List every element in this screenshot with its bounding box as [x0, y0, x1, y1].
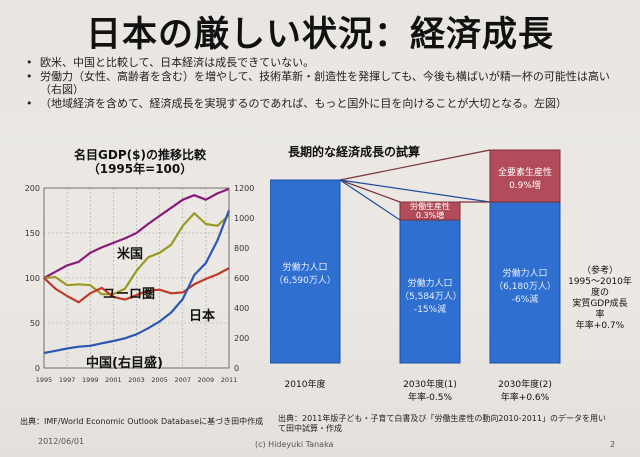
series-line-1 [43, 212, 230, 296]
bar-segment-sub: 0.9%増 [509, 181, 541, 191]
bar-label-2030-2-labor: 労働力人口 （6,180万人） -6%減 [490, 266, 560, 305]
series-label-euro: ユーロ圏 [103, 287, 156, 302]
line-axes: 0 50 100 150 200 0 200 400 600 800 1000 1200 1995 199… [25, 184, 255, 384]
x-tick-label: 2001 [105, 376, 122, 384]
line-grid [43, 187, 230, 369]
bullet-item: （地域経済を含めて、経済成長を実現するのであれば、もっと国外に目を向けることが大… [26, 97, 626, 110]
bar-2030-2-productivity [489, 149, 561, 203]
y-left-tick-label: 100 [25, 274, 40, 283]
page-number: 2 [610, 440, 616, 449]
bar-chart [270, 149, 561, 364]
bar-segment-extra: -15%減 [413, 305, 447, 315]
bar-segment-title: 労働力人口 [407, 279, 453, 289]
bar-category-label: 2010年度 [284, 380, 326, 390]
y-left-tick-label: 150 [25, 229, 40, 238]
connector-line [339, 149, 491, 181]
note-line: 年率+0.7% [575, 321, 625, 331]
bar-segment-sub: 0.3%増 [415, 211, 445, 220]
y-right-tick-label: 800 [234, 244, 249, 253]
bar-label-2010: 労働力人口 （6,590万人） [270, 260, 340, 286]
bar-segment-title: 全要素生産性 [497, 168, 552, 178]
x-tick-label: 1999 [82, 376, 99, 384]
left-chart-title-line: 名目GDP($)の推移比較 [74, 148, 206, 162]
y-left-tick-label: 0 [35, 364, 40, 373]
bar-label-2030-1-labor: 労働力人口 （5,584万人） -15%減 [400, 276, 462, 315]
line-chart: 0 50 100 150 200 0 200 400 600 800 1000 1200 1995 199… [25, 184, 255, 384]
bullet-list: 欧米、中国と比較して、日本経済は成長できていない。 労働力（女性、高齢者を含む）… [26, 56, 626, 111]
note-line: （参考） [581, 266, 618, 276]
connector-line [339, 179, 401, 203]
y-right-tick-label: 200 [234, 334, 249, 343]
bar-segment-title: 労働力人口 [502, 269, 548, 279]
series-line-0 [43, 187, 230, 279]
bar-label-2030-2-productivity: 全要素生産性 0.9%増 [490, 165, 560, 191]
bar-category-2010: 2010年度 [270, 377, 340, 390]
slide-author: (c) Hideyuki Tanaka [255, 440, 334, 449]
bar-chart-body [270, 149, 561, 364]
x-tick-label: 2003 [128, 376, 145, 384]
bar-2030-1-labor [399, 219, 461, 364]
connector-line [339, 179, 491, 203]
bar-segment-sub: （6,590万人） [274, 276, 336, 286]
source-left: 出典：IMF/World Economic Outlook Databaseに基… [20, 417, 264, 426]
y-left-tick-label: 50 [30, 319, 40, 328]
bar-2030-2-labor [489, 201, 561, 364]
slide-date: 2012/06/01 [38, 437, 85, 446]
bar-category-2030-2: 2030年度(2) 年率+0.6% [490, 377, 560, 403]
x-tick-label: 1995 [36, 376, 53, 384]
bar-segment-sub: （5,584万人） [400, 292, 462, 302]
bar-category-label: 2030年度(1) [403, 380, 457, 390]
x-tick-label: 2005 [151, 376, 168, 384]
connector-line [339, 179, 401, 221]
bar-category-label: 2030年度(2) [498, 380, 552, 390]
bar-label-2030-1-productivity: 労働生産性 0.3%増 [400, 202, 460, 220]
left-chart-subtitle: （1995年=100） [87, 162, 193, 176]
series-label-usa: 米国 [117, 247, 144, 262]
reference-note: （参考） 1995～2010年 度の 実質GDP成長 率 年率+0.7% [560, 266, 640, 332]
bar-2030-1-productivity [399, 201, 461, 221]
bullet-item: 欧米、中国と比較して、日本経済は成長できていない。 [26, 56, 626, 69]
x-tick-label: 2009 [198, 376, 215, 384]
right-chart-title: 長期的な経済成長の試算 [288, 145, 421, 159]
y-right-tick-label: 1000 [234, 214, 254, 223]
note-line: 度の [590, 288, 609, 298]
x-tick-label: 2007 [174, 376, 191, 384]
bullet-item: 労働力（女性、高齢者を含む）を増やして、技術革新・創造性を発揮しても、今後も横ば… [26, 70, 626, 96]
plot-frame [43, 187, 230, 369]
series-label-china: 中国(右目盛) [86, 356, 163, 371]
note-line: 率 [595, 310, 605, 320]
bar-2010-labor [270, 179, 341, 364]
series-line-3 [43, 210, 231, 355]
y-left-tick-label: 200 [25, 184, 40, 193]
bar-segment-title: 労働生産性 [410, 202, 450, 211]
bar-category-sublabel: 年率+0.6% [500, 393, 550, 403]
x-tick-label: 2011 [221, 376, 238, 384]
series-line-2 [43, 267, 230, 304]
series-label-japan: 日本 [189, 309, 216, 324]
y-right-tick-label: 0 [234, 364, 239, 373]
slide-title: 日本の厳しい状況：経済成長 [85, 15, 554, 55]
source-right: 出典：2011年版子ども・子育て白書及び「労働生産性の動向2010-2011」の… [278, 414, 606, 433]
note-line: 1995～2010年 [568, 277, 632, 287]
bar-category-sublabel: 年率-0.5% [407, 393, 453, 403]
y-right-tick-label: 400 [234, 304, 249, 313]
y-right-tick-label: 600 [234, 274, 249, 283]
bar-segment-extra: -6%減 [511, 295, 539, 305]
note-line: 実質GDP成長 [572, 299, 628, 309]
bar-segment-sub: （6,180万人） [494, 282, 556, 292]
y-right-tick-label: 1200 [234, 184, 254, 193]
bar-segment-title: 労働力人口 [282, 263, 328, 273]
left-chart-title: 名目GDP($)の推移比較 （1995年=100） [55, 148, 225, 176]
x-tick-label: 1997 [59, 376, 76, 384]
bar-category-2030-1: 2030年度(1) 年率-0.5% [395, 377, 465, 403]
line-series [43, 187, 231, 355]
